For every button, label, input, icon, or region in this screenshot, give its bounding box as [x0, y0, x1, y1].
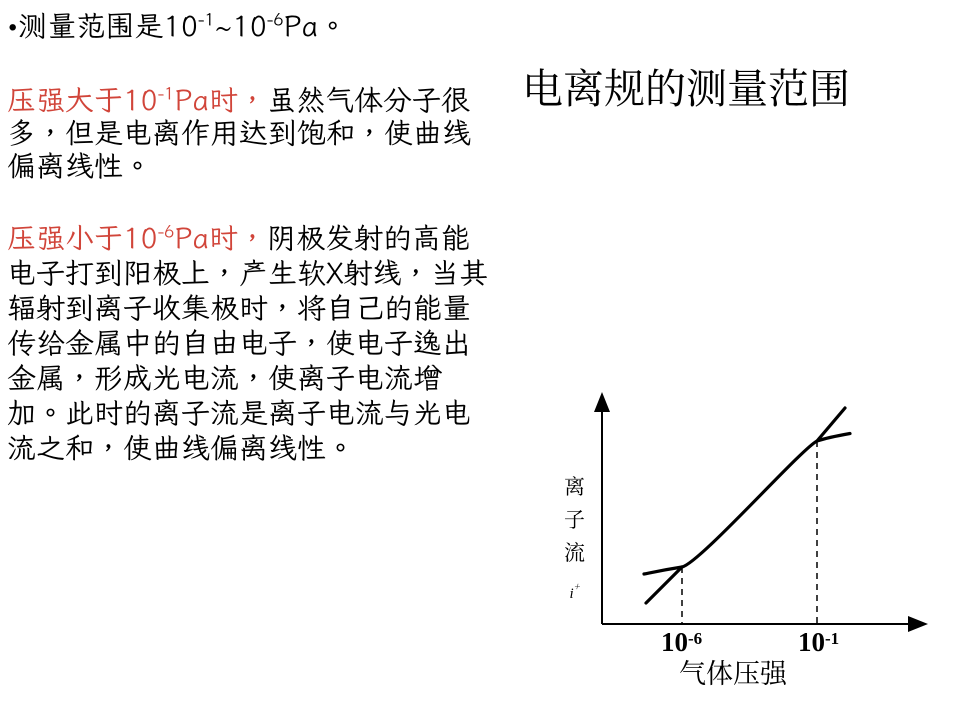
- svg-text:气体压强: 气体压强: [679, 652, 788, 691]
- svg-text:10-1: 10-1: [798, 627, 839, 657]
